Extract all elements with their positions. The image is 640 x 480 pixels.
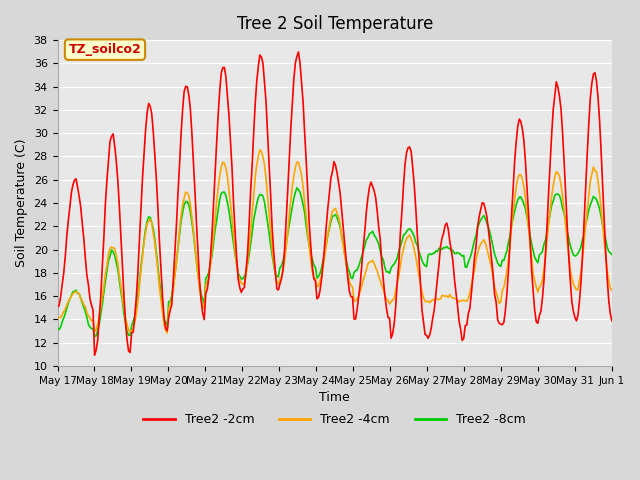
Title: Tree 2 Soil Temperature: Tree 2 Soil Temperature xyxy=(237,15,433,33)
Tree2 -2cm xyxy=(220,65,228,71)
Tree2 -2cm xyxy=(580,217,588,223)
Tree2 -8cm xyxy=(123,328,131,334)
Tree2 -4cm xyxy=(608,288,616,293)
Tree2 -8cm xyxy=(54,325,61,331)
Y-axis label: Soil Temperature (C): Soil Temperature (C) xyxy=(15,139,28,267)
Tree2 -4cm xyxy=(54,316,61,322)
Legend: Tree2 -2cm, Tree2 -4cm, Tree2 -8cm: Tree2 -2cm, Tree2 -4cm, Tree2 -8cm xyxy=(138,408,531,432)
Tree2 -8cm xyxy=(293,185,301,191)
Tree2 -4cm xyxy=(248,211,256,216)
Tree2 -2cm xyxy=(123,336,131,342)
Tree2 -8cm xyxy=(248,230,256,236)
Tree2 -8cm xyxy=(300,202,307,207)
Text: TZ_soilco2: TZ_soilco2 xyxy=(68,43,141,56)
Tree2 -2cm xyxy=(91,352,99,358)
Tree2 -8cm xyxy=(239,276,246,282)
Tree2 -2cm xyxy=(294,49,302,55)
Tree2 -8cm xyxy=(91,334,99,339)
Tree2 -8cm xyxy=(580,232,588,238)
Tree2 -4cm xyxy=(163,330,171,336)
Tree2 -4cm xyxy=(580,238,588,243)
Tree2 -8cm xyxy=(608,252,616,257)
X-axis label: Time: Time xyxy=(319,391,350,404)
Line: Tree2 -8cm: Tree2 -8cm xyxy=(58,188,612,336)
Tree2 -4cm xyxy=(300,183,307,189)
Tree2 -4cm xyxy=(122,315,129,321)
Tree2 -2cm xyxy=(239,286,246,292)
Tree2 -4cm xyxy=(220,160,228,166)
Tree2 -4cm xyxy=(256,147,264,153)
Tree2 -4cm xyxy=(239,282,246,288)
Tree2 -2cm xyxy=(300,99,307,105)
Tree2 -8cm xyxy=(220,189,228,195)
Tree2 -2cm xyxy=(608,318,616,324)
Tree2 -2cm xyxy=(248,163,256,169)
Line: Tree2 -4cm: Tree2 -4cm xyxy=(58,150,612,333)
Tree2 -2cm xyxy=(54,304,61,310)
Line: Tree2 -2cm: Tree2 -2cm xyxy=(58,52,612,355)
